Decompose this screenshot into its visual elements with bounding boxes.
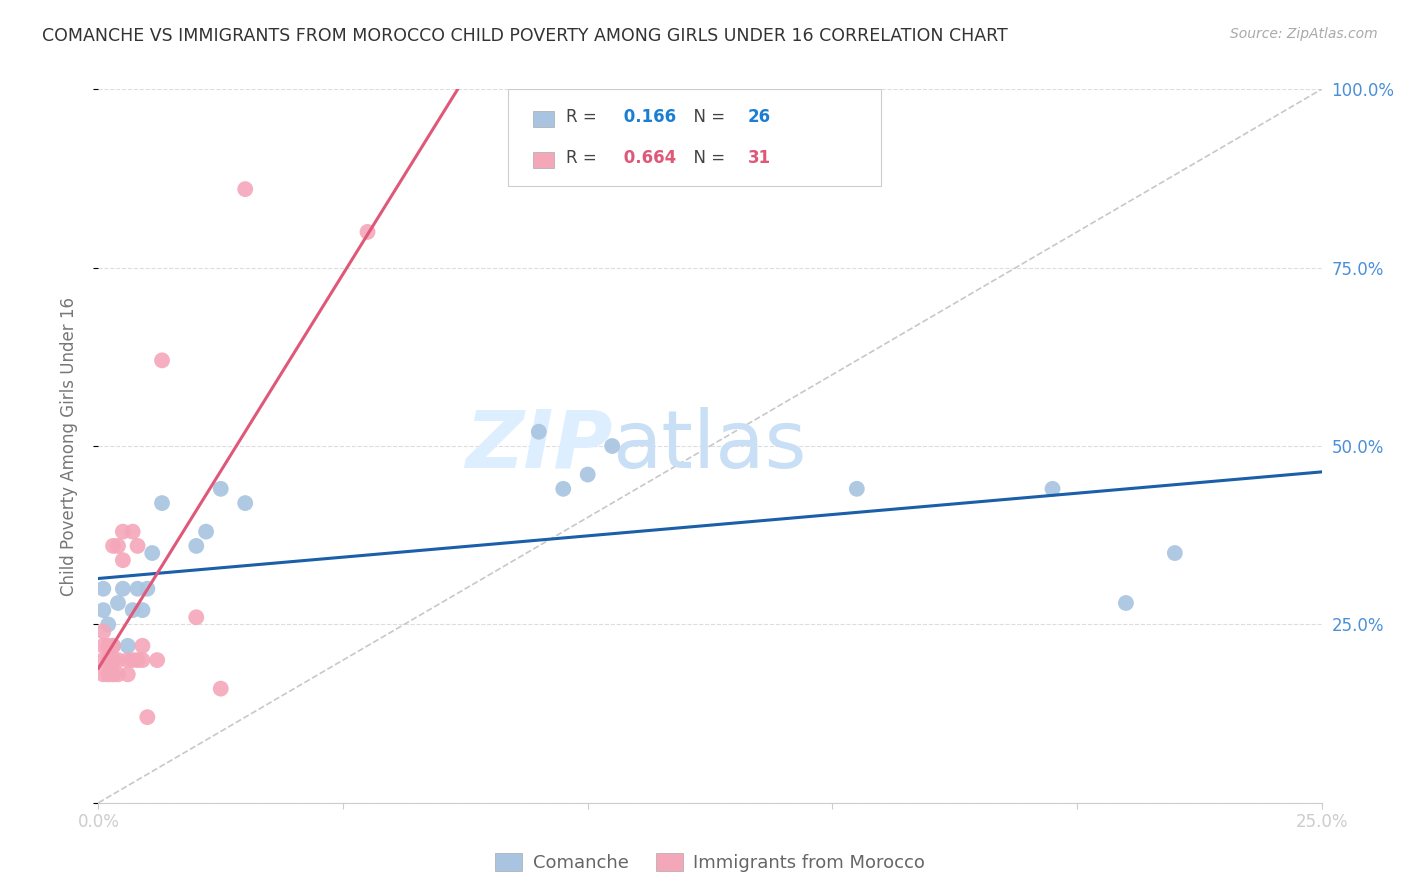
FancyBboxPatch shape [508, 89, 882, 186]
Point [117, 667, 139, 681]
Point [195, 524, 218, 539]
Point [101, 639, 124, 653]
Point [209, 681, 232, 696]
Point [131, 639, 153, 653]
Text: COMANCHE VS IMMIGRANTS FROM MOROCCO CHILD POVERTY AMONG GIRLS UNDER 16 CORRELATI: COMANCHE VS IMMIGRANTS FROM MOROCCO CHIL… [42, 27, 1008, 45]
Point [131, 653, 153, 667]
Text: R =: R = [567, 149, 602, 167]
Point [233, 182, 256, 196]
Text: Source: ZipAtlas.com: Source: ZipAtlas.com [1230, 27, 1378, 41]
Point [233, 496, 256, 510]
Point [101, 539, 124, 553]
Text: ZIP: ZIP [465, 407, 612, 485]
Point [91, 639, 114, 653]
FancyBboxPatch shape [533, 153, 554, 169]
Point [97, 617, 120, 632]
Point [356, 225, 378, 239]
Point [127, 653, 149, 667]
Point [1115, 596, 1137, 610]
Point [141, 546, 163, 560]
Legend: Comanche, Immigrants from Morocco: Comanche, Immigrants from Morocco [488, 847, 932, 880]
Point [107, 667, 129, 681]
Point [186, 539, 208, 553]
Point [91, 582, 114, 596]
Point [101, 667, 124, 681]
Point [553, 482, 575, 496]
Point [845, 482, 868, 496]
Point [127, 582, 149, 596]
Point [101, 639, 124, 653]
Point [121, 603, 143, 617]
Point [91, 653, 114, 667]
Point [111, 524, 134, 539]
Y-axis label: Child Poverty Among Girls Under 16: Child Poverty Among Girls Under 16 [59, 296, 77, 596]
Point [121, 524, 143, 539]
Point [186, 610, 208, 624]
Text: 26: 26 [748, 108, 770, 126]
Text: 0.664: 0.664 [617, 149, 676, 167]
Point [127, 539, 149, 553]
Text: N =: N = [683, 149, 730, 167]
Point [97, 667, 120, 681]
Point [91, 667, 114, 681]
Point [131, 603, 153, 617]
Point [111, 582, 134, 596]
Point [121, 653, 143, 667]
Point [101, 653, 124, 667]
Point [91, 624, 114, 639]
Point [97, 639, 120, 653]
FancyBboxPatch shape [533, 112, 554, 128]
Text: 31: 31 [748, 149, 770, 167]
Point [150, 353, 173, 368]
Point [111, 553, 134, 567]
Text: R =: R = [567, 108, 602, 126]
Point [600, 439, 623, 453]
Point [107, 539, 129, 553]
Point [136, 710, 159, 724]
Point [136, 582, 159, 596]
Point [150, 496, 173, 510]
Point [117, 639, 139, 653]
Point [209, 482, 232, 496]
Point [107, 653, 129, 667]
Point [1042, 482, 1064, 496]
Point [97, 653, 120, 667]
Point [101, 653, 124, 667]
Point [91, 603, 114, 617]
Text: N =: N = [683, 108, 730, 126]
Point [146, 653, 169, 667]
Text: atlas: atlas [612, 407, 807, 485]
Point [1164, 546, 1187, 560]
Point [107, 596, 129, 610]
Point [576, 467, 599, 482]
Text: 0.166: 0.166 [617, 108, 676, 126]
Point [527, 425, 550, 439]
Point [117, 653, 139, 667]
